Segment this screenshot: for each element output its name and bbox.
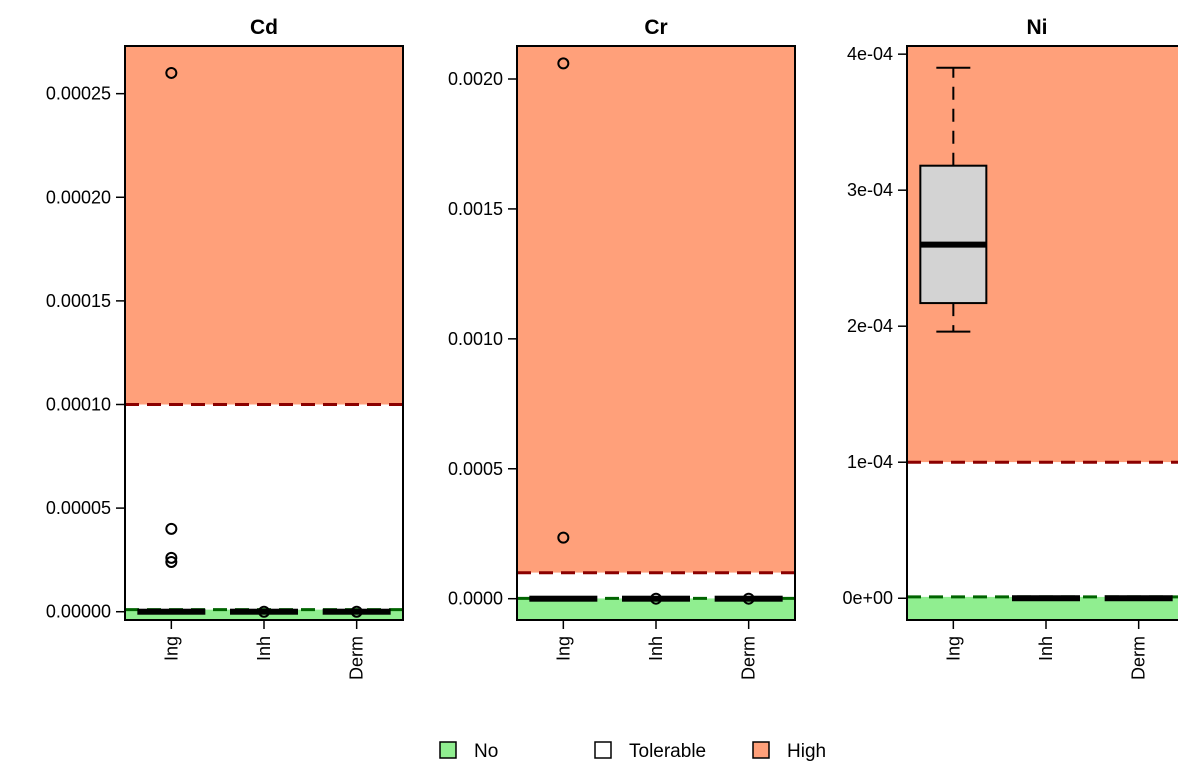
y-tick-label: 0.0015 [448, 199, 503, 219]
x-tick-label: Ing [553, 636, 573, 661]
panel-cd: 0.00000 0.00005 0.00010 0.00015 0.00020 0.000… [46, 16, 404, 680]
legend-label: Tolerable [629, 741, 706, 762]
x-tick-label: Ing [943, 636, 963, 661]
box-cr-derm [714, 592, 783, 605]
box-ni-inh [1012, 595, 1080, 602]
box-cd-inh [230, 605, 298, 618]
box-iqr [919, 164, 988, 305]
outlier-point [557, 57, 570, 70]
y-tick-label: 1e-04 [847, 452, 893, 472]
outlier-point [350, 605, 363, 618]
high-risk-zone [125, 46, 403, 405]
chart-panels: 0.00000 0.00005 0.00010 0.00015 0.00020 0.000… [46, 16, 1178, 680]
no-risk-zone [907, 596, 1178, 620]
y-tick-label: 0.0005 [448, 459, 503, 479]
panel-title: Ni [1027, 16, 1048, 39]
y-tick-label: 0.00000 [46, 602, 111, 622]
y-tick-label: 0.0000 [448, 589, 503, 609]
outlier-point [165, 522, 178, 535]
y-tick-label: 0.00015 [46, 291, 111, 311]
x-tick-label: Ing [161, 636, 181, 661]
box-cr-inh [622, 592, 690, 605]
y-tick-label: 0.0010 [448, 329, 503, 349]
outlier-point [557, 531, 570, 544]
tolerable-risk-zone [125, 404, 403, 610]
y-tick-label: 0.00020 [46, 187, 111, 207]
outlier-point [165, 551, 178, 564]
outlier-point [165, 555, 178, 568]
y-tick-label: 4e-04 [847, 44, 893, 64]
no-risk-zone [517, 598, 795, 620]
legend-swatch [594, 741, 612, 759]
high-risk-zone [517, 46, 795, 573]
legend-item-no: No [439, 741, 498, 762]
x-tick-label: Inh [1036, 636, 1056, 661]
panel-cr: 0.0000 0.0005 0.0010 0.0015 0.0020 Ing Inh Derm… [448, 16, 796, 680]
legend-label: High [787, 741, 826, 762]
legend-item-high: High [752, 741, 826, 762]
panel-title: Cr [644, 16, 667, 39]
y-tick-label: 0.00025 [46, 84, 111, 104]
x-tick-label: Derm [347, 636, 367, 680]
outlier-point [650, 592, 662, 605]
y-tick-label: 0.0020 [448, 69, 503, 89]
outlier-point [258, 605, 270, 618]
x-tick-label: Derm [739, 636, 759, 680]
box-cd-derm [322, 605, 391, 618]
y-tick-label: 3e-04 [847, 180, 893, 200]
y-tick-label: 0e+00 [842, 588, 893, 608]
x-tick-label: Derm [1129, 636, 1149, 680]
legend-label: No [474, 741, 498, 762]
x-tick-label: Inh [646, 636, 666, 661]
box-ni-ing [919, 66, 988, 333]
y-tick-label: 2e-04 [847, 316, 893, 336]
outlier-point [742, 592, 755, 605]
panel-ni: 0e+00 1e-04 2e-04 3e-04 4e-04 Ing Inh Derm Ni [842, 16, 1178, 680]
legend: No Tolerable High [439, 741, 826, 762]
y-tick-label: 0.00005 [46, 498, 111, 518]
box-cd-ing [137, 66, 206, 615]
box-cr-ing [529, 57, 598, 602]
outlier-point [165, 66, 178, 79]
legend-swatch [752, 741, 770, 759]
legend-swatch [439, 741, 457, 759]
box-ni-derm [1104, 595, 1173, 602]
y-tick-label: 0.00010 [46, 394, 111, 414]
panel-title: Cd [250, 16, 278, 39]
tolerable-risk-zone [907, 462, 1178, 597]
x-tick-label: Inh [254, 636, 274, 661]
no-risk-zone [125, 609, 403, 620]
legend-item-tolerable: Tolerable [594, 741, 706, 762]
